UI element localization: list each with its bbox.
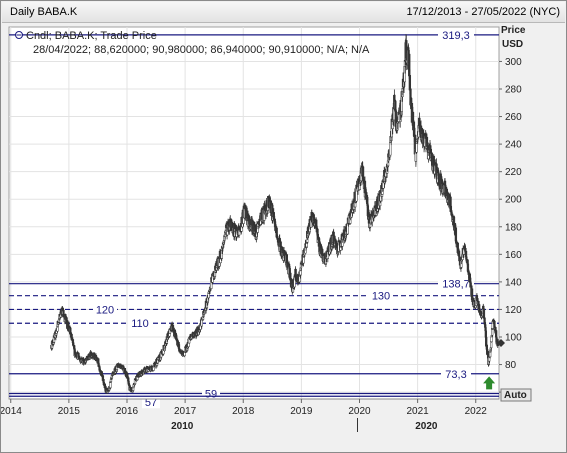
- candle-body: [131, 387, 135, 391]
- x-tick-label: 2022: [465, 406, 488, 417]
- level-label-bg: [202, 388, 220, 400]
- y-tick-label: 100: [505, 333, 522, 344]
- candle-body: [486, 351, 489, 356]
- x-tick-label: 2014: [1, 406, 22, 417]
- level-label-bg: [438, 29, 474, 41]
- legend: Cndl; BABA.K; Trade Price 28/04/2022; 88…: [15, 30, 370, 56]
- x-tick-label: 2019: [290, 406, 313, 417]
- level-label: 319,3: [442, 30, 470, 42]
- decade-label: 2020: [415, 421, 438, 432]
- auto-scale-label: Auto: [504, 390, 527, 401]
- x-tick-label: 2016: [116, 406, 139, 417]
- x-tick-label: 2017: [174, 406, 197, 417]
- candle-body: [488, 351, 492, 358]
- candle-body: [126, 372, 129, 377]
- level-label: 73,3: [445, 369, 466, 381]
- currency-label: USD: [502, 39, 523, 50]
- y-tick-label: 280: [505, 85, 522, 96]
- candle-body: [127, 377, 130, 382]
- level-label-bg: [438, 278, 474, 290]
- y-tick-label: 300: [505, 57, 522, 68]
- candle-body: [388, 154, 392, 158]
- level-label: 110: [131, 318, 149, 330]
- level-label-bg: [93, 304, 117, 316]
- x-tick-label: 2020: [348, 406, 371, 417]
- y-tick-label: 80: [505, 360, 517, 371]
- window-title: Daily BABA.K: [10, 6, 78, 18]
- price-chart[interactable]: 319,3 138,7 130 120 110 73,3 59 57 Cndl; BABA.K…: [1, 23, 566, 451]
- price-axis-title: Price: [501, 25, 526, 36]
- plot-area: [8, 26, 500, 400]
- x-tick-label: 2021: [406, 406, 429, 417]
- candle-body: [72, 342, 75, 346]
- legend-ohlc: 28/04/2022; 88,620000; 90,980000; 86,940…: [33, 44, 370, 56]
- candle-body: [415, 143, 418, 153]
- legend-series: Cndl; BABA.K; Trade Price: [26, 30, 157, 42]
- level-label: 57: [145, 397, 157, 409]
- candle-body: [299, 270, 302, 276]
- x-tick-label: 2018: [232, 406, 255, 417]
- level-label: 138,7: [442, 279, 470, 291]
- decade-label: 2010: [171, 421, 194, 432]
- price-axis[interactable]: Price USD 608010012014016018020022024026…: [499, 25, 526, 399]
- y-tick-label: 160: [505, 250, 522, 261]
- auto-scale-button[interactable]: Auto: [500, 388, 532, 402]
- level-label-bg: [369, 290, 393, 302]
- green-up-arrow-icon: [483, 376, 496, 390]
- title-bar: Daily BABA.K 17/12/2013 - 27/05/2022 (NY…: [2, 2, 565, 23]
- x-tick-label: 2015: [58, 406, 81, 417]
- y-tick-label: 120: [505, 305, 522, 316]
- time-axis[interactable]: 2014 2015 2016 2017 2018 2019 2020 2021 2022 2010…: [1, 398, 499, 432]
- candle-body: [178, 348, 181, 351]
- y-tick-label: 200: [505, 195, 522, 206]
- candle-body: [102, 379, 105, 383]
- candle-series: [50, 34, 499, 394]
- candle-body: [71, 339, 75, 343]
- y-tick-label: 260: [505, 112, 522, 123]
- date-range: 17/12/2013 - 27/05/2022 (NYC): [406, 6, 561, 18]
- level-label-bg: [441, 368, 471, 380]
- level-lines: 319,3 138,7 130 120 110 73,3 59 57: [9, 29, 499, 409]
- candle-body: [490, 341, 493, 348]
- y-tick-label: 180: [505, 222, 522, 233]
- candle-body: [484, 330, 488, 338]
- level-label: 130: [372, 291, 390, 303]
- level-label: 59: [205, 388, 217, 400]
- level-label: 120: [96, 304, 114, 316]
- y-tick-label: 240: [505, 140, 522, 151]
- candle-body: [490, 336, 493, 343]
- level-label-bg: [142, 397, 160, 409]
- candle-body: [464, 250, 468, 258]
- candle-body: [109, 379, 113, 382]
- y-tick-label: 140: [505, 277, 522, 288]
- level-label-bg: [128, 318, 152, 330]
- last-price-marker-icon: [497, 339, 505, 347]
- y-tick-label: 220: [505, 167, 522, 178]
